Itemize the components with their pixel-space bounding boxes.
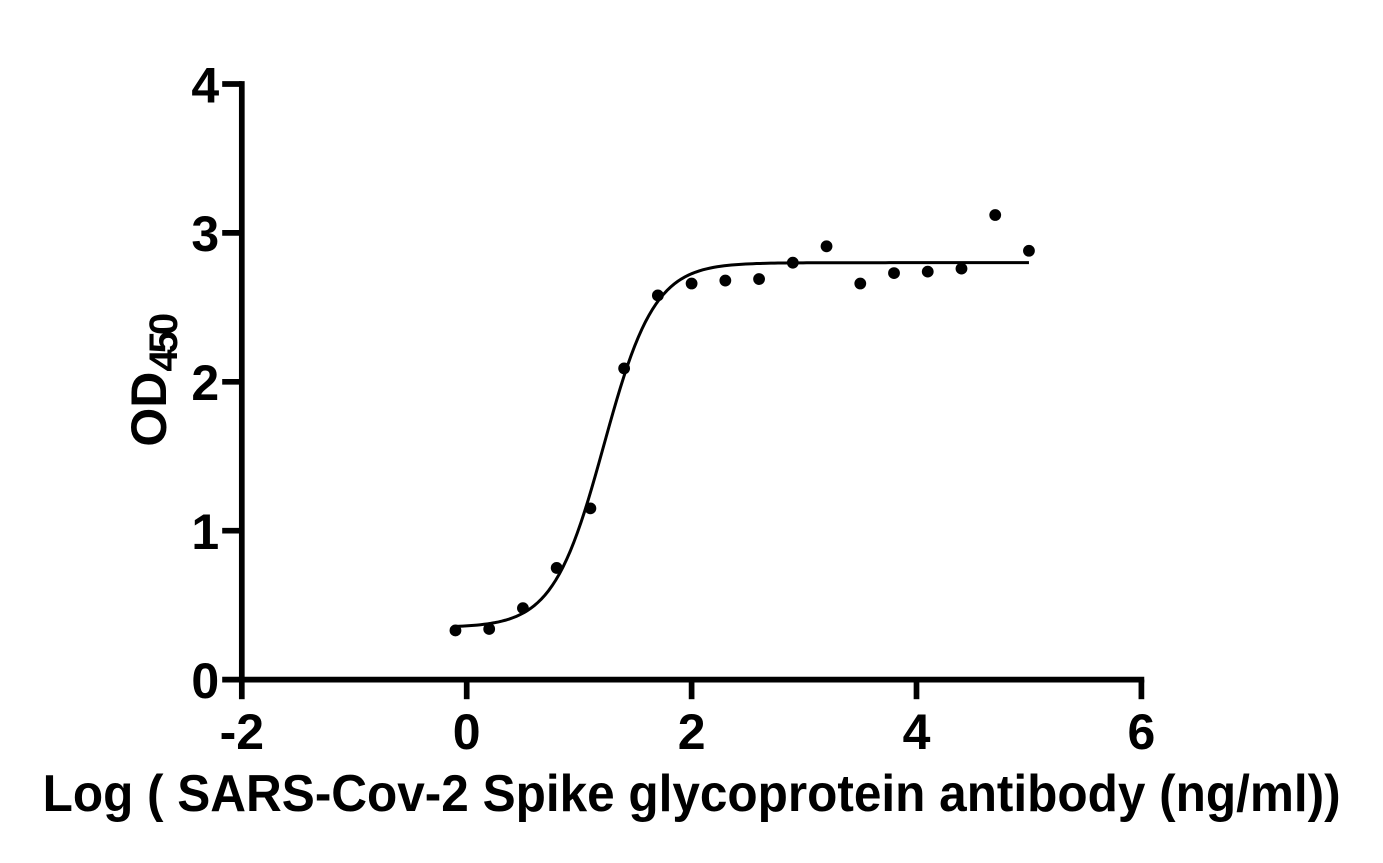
x-tick-labels: -2 0 2 4 6 [220,704,1156,760]
x-axis-title: Log ( SARS-Cov-2 Spike glycoprotein anti… [43,765,1341,823]
y-axis-title-main: OD [121,372,177,447]
data-point [854,277,867,290]
data-point [550,562,563,574]
data-point [685,277,698,290]
data-point [584,502,597,515]
data-point [651,289,664,302]
data-point [753,273,765,285]
data-point [618,362,631,375]
data-point [1023,244,1035,257]
data-point [719,274,732,287]
data-point [483,623,496,635]
x-tick-label: 0 [453,704,481,760]
y-tick-label: 2 [191,355,219,411]
data-points [449,209,1035,637]
data-point [989,209,1002,221]
data-point [786,256,799,269]
x-tick-label: 4 [903,704,931,760]
axes [222,81,1145,700]
data-point [921,265,934,278]
data-point [888,267,900,279]
y-tick-label: 4 [191,57,219,113]
fit-curve-path [455,261,1029,628]
y-axis-title: OD450 [121,314,186,446]
x-tick-label: 2 [678,704,706,760]
x-tick-label: -2 [220,704,264,760]
y-tick-label: 1 [191,504,219,560]
data-point [820,240,833,253]
y-tick-label: 0 [191,653,219,709]
y-axis-title-subscript: 450 [142,314,186,371]
data-point [449,624,462,637]
x-tick-label: 6 [1127,704,1155,760]
y-tick-label: 3 [191,206,219,262]
data-point [955,262,968,275]
data-point [517,602,529,615]
y-tick-labels: 0 1 2 3 4 [191,57,219,709]
fit-curve [455,261,1029,628]
